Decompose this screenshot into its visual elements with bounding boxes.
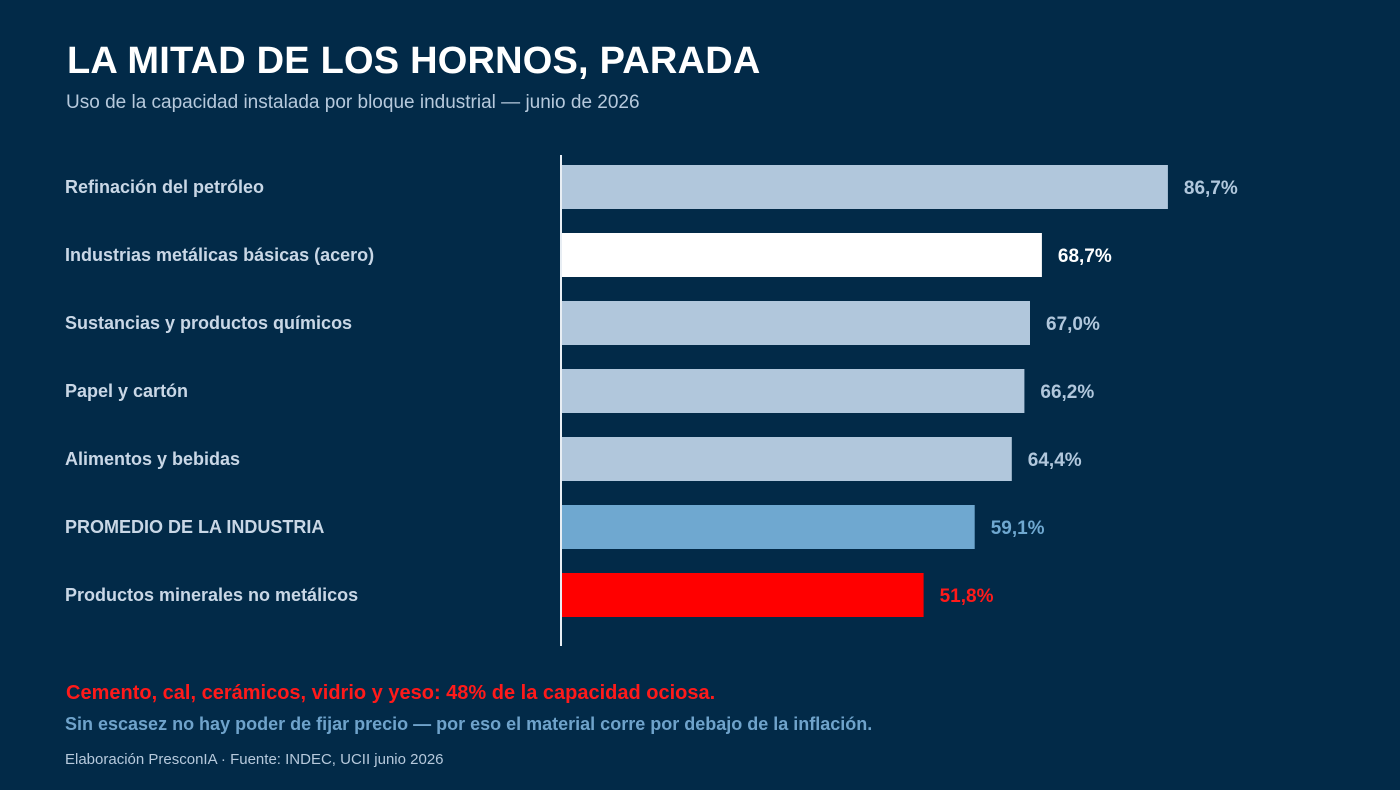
- category-label: Refinación del petróleo: [65, 177, 264, 197]
- value-label: 51,8%: [940, 586, 994, 607]
- bar: [562, 369, 1025, 413]
- category-label: PROMEDIO DE LA INDUSTRIA: [65, 517, 324, 537]
- value-label: 59,1%: [991, 518, 1045, 539]
- bar-chart: Refinación del petróleo Industrias metáli…: [65, 155, 1238, 646]
- category-label: Alimentos y bebidas: [65, 449, 240, 469]
- footnote-highlight: Cemento, cal, cerámicos, vidrio y yeso: …: [66, 682, 716, 704]
- category-label: Productos minerales no metálicos: [65, 585, 358, 605]
- footnote-note: Sin escasez no hay poder de fijar precio…: [65, 714, 873, 734]
- bar: [562, 505, 975, 549]
- category-label: Industrias metálicas básicas (acero): [65, 245, 374, 265]
- value-labels: 86,7% 68,7% 67,0% 66,2% 64,4% 59,1% 51,8%: [940, 178, 1238, 607]
- category-label: Sustancias y productos químicos: [65, 313, 352, 333]
- value-label: 86,7%: [1184, 178, 1238, 199]
- category-label: Papel y cartón: [65, 381, 188, 401]
- source-credit: Elaboración PresconIA · Fuente: INDEC, U…: [65, 751, 444, 768]
- value-label: 67,0%: [1046, 314, 1100, 335]
- bar: [562, 573, 924, 617]
- chart-subtitle: Uso de la capacidad instalada por bloque…: [66, 92, 640, 113]
- value-label: 64,4%: [1028, 450, 1082, 471]
- bar: [562, 233, 1042, 277]
- bar: [562, 301, 1030, 345]
- bars: [562, 165, 1168, 617]
- value-label: 66,2%: [1040, 382, 1094, 403]
- bar: [562, 165, 1168, 209]
- chart-title: LA MITAD DE LOS HORNOS, PARADA: [67, 40, 761, 82]
- category-labels: Refinación del petróleo Industrias metáli…: [65, 177, 374, 605]
- value-label: 68,7%: [1058, 246, 1112, 267]
- bar: [562, 437, 1012, 481]
